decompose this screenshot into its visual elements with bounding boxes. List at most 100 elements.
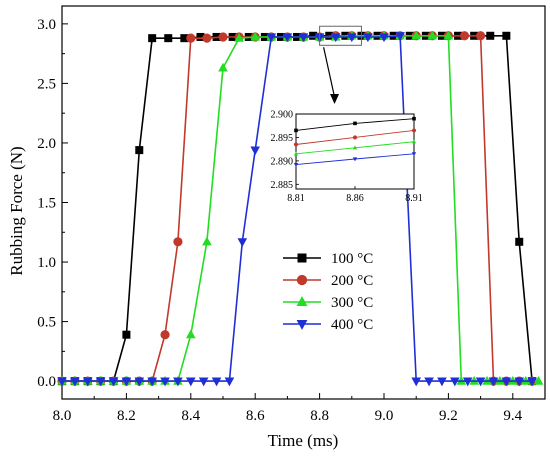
- series-3-point: [186, 329, 196, 339]
- inset-plot: 8.81 8.86 8.91 2.900 2.895 2.890 2.885: [271, 110, 423, 205]
- inset-frame: [295, 113, 415, 190]
- series-4-point: [82, 377, 93, 387]
- y-axis-label: Rubbing Force (N): [7, 146, 26, 275]
- series-4-point: [379, 33, 389, 43]
- legend-label-2: 200 °C: [331, 273, 373, 289]
- series-line-2: [62, 34, 533, 382]
- series-4-point: [211, 377, 222, 387]
- inset-series-2-point: [411, 128, 417, 133]
- series-4-point: [160, 377, 170, 387]
- inset-series-4-point: [411, 152, 417, 157]
- inset-series-4-point: [352, 157, 358, 162]
- series-4-point: [450, 377, 460, 387]
- legend-marker-2: [296, 274, 308, 286]
- series-4-point: [224, 377, 235, 387]
- inset-x-tick-label: 8.91: [405, 193, 423, 204]
- inset-series-3-point: [411, 139, 417, 144]
- x-tick-label: 8.8: [310, 408, 329, 424]
- inset-series-2-point: [352, 135, 358, 140]
- series-4-point: [237, 238, 248, 247]
- series-2-point: [202, 33, 212, 43]
- series-1-point: [135, 146, 144, 155]
- series-4-point: [70, 377, 80, 387]
- series-4-point: [173, 377, 183, 387]
- legend-label-1: 100 °C: [331, 251, 373, 267]
- inset-x-tick-label: 8.86: [346, 193, 364, 204]
- inset-series-4-point: [293, 163, 299, 167]
- series-4-point: [475, 377, 486, 387]
- series-4-point: [57, 377, 67, 387]
- x-tick-label: 9.0: [375, 408, 394, 424]
- series-4-point: [437, 377, 447, 387]
- series-1-point: [196, 32, 205, 41]
- x-tick-label: 8.6: [246, 408, 265, 424]
- series-4-point: [134, 377, 145, 387]
- inset-y-tick-label: 2.900: [271, 110, 294, 121]
- series-3-point: [411, 30, 421, 40]
- series-line-3: [62, 34, 539, 382]
- series-4-point: [250, 146, 260, 156]
- series-4-point: [347, 33, 357, 43]
- series-3-point: [234, 32, 244, 42]
- y-tick-label: 2.0: [37, 136, 56, 152]
- series-3-point: [250, 31, 260, 41]
- series-1-point: [515, 237, 524, 246]
- legend-marker-1: [297, 253, 307, 263]
- zoom-arrow-line: [323, 47, 336, 98]
- zoom-arrowhead: [330, 94, 340, 104]
- series-4-point: [121, 377, 132, 387]
- series-4-point: [514, 377, 525, 387]
- series-4-point: [330, 33, 341, 43]
- series-4-point: [298, 33, 309, 43]
- inset-series-1-point: [353, 121, 357, 126]
- series-line-4: [62, 34, 533, 382]
- series-1-point: [122, 330, 131, 339]
- zoom-region-box: [319, 25, 362, 46]
- x-axis-label: Time (ms): [268, 431, 339, 450]
- inset-y-tick-label: 2.885: [271, 180, 294, 191]
- series-1-point: [486, 31, 495, 40]
- inset-series-3-point: [352, 145, 358, 150]
- series-4-point: [282, 33, 293, 43]
- inset-series-2-point: [293, 142, 299, 147]
- series-4-point: [108, 377, 119, 387]
- main-plot-area: 8.0 8.2 8.4 8.6 8.8 9.0 9.2 9.4 0.0 0.5 1.0 1.5 2.0 2…: [37, 5, 546, 424]
- inset-x-tick-label: 8.81: [287, 193, 305, 204]
- series-line-1: [62, 34, 533, 382]
- y-tick-label: 0.0: [37, 374, 56, 390]
- legend: 100 °C 200 °C 300 °C 400 °C: [283, 251, 373, 333]
- series-3-point: [533, 375, 544, 385]
- series-4-point: [501, 377, 512, 387]
- inset-series-1-point: [412, 116, 416, 121]
- inset-series-1-point: [294, 128, 298, 133]
- y-tick-label: 1.5: [37, 196, 56, 212]
- legend-marker-4: [296, 319, 308, 330]
- series-3-point: [218, 62, 228, 72]
- series-4-point: [266, 33, 277, 43]
- series-1-point: [164, 34, 173, 43]
- series-4-point: [186, 377, 196, 387]
- legend-marker-3: [296, 296, 308, 307]
- y-tick-label: 1.0: [37, 255, 56, 271]
- series-2-point: [173, 237, 183, 247]
- x-tick-label: 8.4: [181, 408, 200, 424]
- inset-series-3-point: [293, 151, 299, 156]
- x-tick-label: 9.4: [503, 408, 522, 424]
- series-1-point: [180, 34, 189, 43]
- series-2-point: [459, 31, 470, 41]
- series-4-point: [147, 377, 157, 387]
- y-tick-label: 2.5: [37, 76, 56, 92]
- x-tick-label: 8.0: [53, 408, 72, 424]
- series-4-point: [95, 377, 106, 387]
- series-4-point: [527, 377, 537, 387]
- series-1-point: [148, 34, 157, 43]
- series-4-point: [198, 377, 209, 387]
- series-3-point: [202, 236, 212, 246]
- series-3-point: [443, 30, 454, 40]
- x-tick-label: 8.2: [117, 408, 136, 424]
- series-4-point: [395, 32, 405, 41]
- series-4-point: [363, 33, 373, 43]
- x-tick-label: 9.2: [439, 408, 458, 424]
- inset-y-tick-label: 2.890: [271, 156, 294, 167]
